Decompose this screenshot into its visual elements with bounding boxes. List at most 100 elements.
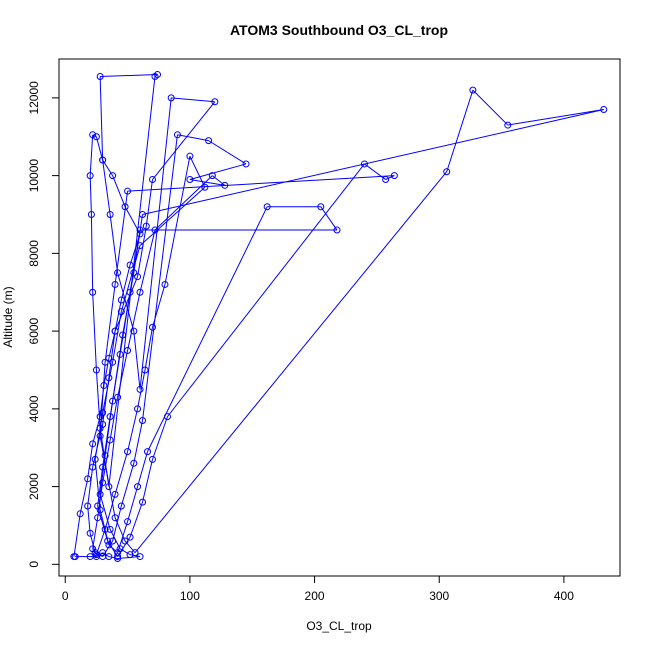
data-point [126, 288, 134, 296]
series-segment [112, 311, 122, 363]
series-segment [145, 179, 153, 227]
series-segment [99, 362, 106, 437]
data-point [136, 230, 144, 238]
y-tick-label: 8000 [27, 240, 41, 267]
data-point [105, 354, 113, 362]
data-point [87, 210, 95, 218]
series-segment [87, 467, 94, 507]
data-point [126, 533, 134, 541]
x-tick-label: 200 [305, 589, 325, 603]
data-point [99, 549, 107, 557]
data-point [109, 358, 117, 366]
data-point [96, 490, 104, 498]
series-segment [97, 482, 104, 518]
series-segment [89, 175, 92, 215]
series-segment [99, 435, 116, 518]
series-segment [104, 401, 114, 456]
series-segment [139, 186, 206, 246]
data-point [109, 537, 117, 545]
data-point [86, 529, 94, 537]
data-point [124, 518, 132, 526]
data-point [119, 331, 127, 339]
series-segment [108, 331, 116, 378]
y-tick-label: 4000 [27, 395, 41, 422]
data-point [130, 269, 138, 277]
series-segment [507, 109, 604, 126]
data-point [117, 502, 125, 510]
y-axis: 0 2000 4000 6000 8000 10000 12000 [27, 81, 59, 568]
series-segment [120, 463, 135, 507]
series-segment [127, 408, 139, 452]
data-point [84, 475, 92, 483]
series-segment [122, 272, 135, 336]
data-point [141, 366, 149, 374]
series-segment [114, 276, 139, 332]
data-point [109, 397, 117, 405]
series-segment [108, 556, 118, 559]
series-segment [127, 292, 141, 351]
data-point [161, 280, 169, 288]
series-segment [104, 284, 116, 363]
series-segment [144, 327, 153, 371]
data-point [109, 172, 117, 180]
data-point [116, 545, 124, 553]
series-segment [446, 89, 474, 172]
chart-title: ATOM3 Southbound O3_CL_trop [230, 22, 448, 38]
series-segment [120, 264, 131, 301]
data-point [144, 448, 152, 456]
series-segment [212, 175, 226, 186]
series-segment [92, 517, 99, 549]
series-segment [164, 156, 191, 285]
data-point [242, 160, 250, 168]
data-point [153, 71, 161, 79]
data-point [91, 455, 99, 463]
data-point [100, 382, 108, 390]
data-point [84, 502, 92, 510]
data-point [89, 545, 97, 553]
data-point [111, 514, 119, 522]
series-segment [142, 459, 153, 503]
series-segment [147, 206, 268, 452]
series-segment [208, 140, 247, 165]
series-segment [127, 175, 395, 192]
data-point [173, 131, 181, 139]
series-segment [92, 134, 97, 138]
series-segment [92, 292, 97, 371]
series-segment [114, 299, 122, 332]
series-segment [79, 478, 89, 514]
data-point [136, 553, 144, 561]
data-point [99, 156, 107, 164]
x-axis-label: O3_CL_trop [306, 619, 372, 633]
data-point [114, 555, 122, 563]
data-point [111, 327, 119, 335]
data-point [121, 203, 129, 211]
data-point [126, 261, 134, 269]
series-segment [133, 331, 141, 390]
data-point [124, 187, 132, 195]
data-point [106, 436, 114, 444]
data-point [94, 514, 102, 522]
data-point [101, 358, 109, 366]
data-point [105, 483, 113, 491]
data-point [99, 409, 107, 417]
series-segment [129, 501, 143, 538]
series-segment [152, 284, 166, 328]
data-point [94, 502, 102, 510]
series-segment [472, 89, 509, 126]
data-point [101, 451, 109, 459]
data-point [121, 537, 129, 545]
series-segment [109, 214, 119, 273]
series-segment [108, 544, 118, 554]
series-segment [102, 159, 111, 215]
data-point [211, 98, 219, 106]
series-segment [97, 505, 109, 542]
data-point [360, 160, 368, 168]
x-tick-label: 300 [429, 589, 449, 603]
series-segment [152, 101, 216, 180]
data-point [205, 137, 213, 145]
data-point [151, 226, 159, 234]
series-segment [114, 451, 129, 495]
series-segment [134, 171, 448, 553]
data-point [134, 273, 142, 281]
series-segment [97, 467, 104, 507]
